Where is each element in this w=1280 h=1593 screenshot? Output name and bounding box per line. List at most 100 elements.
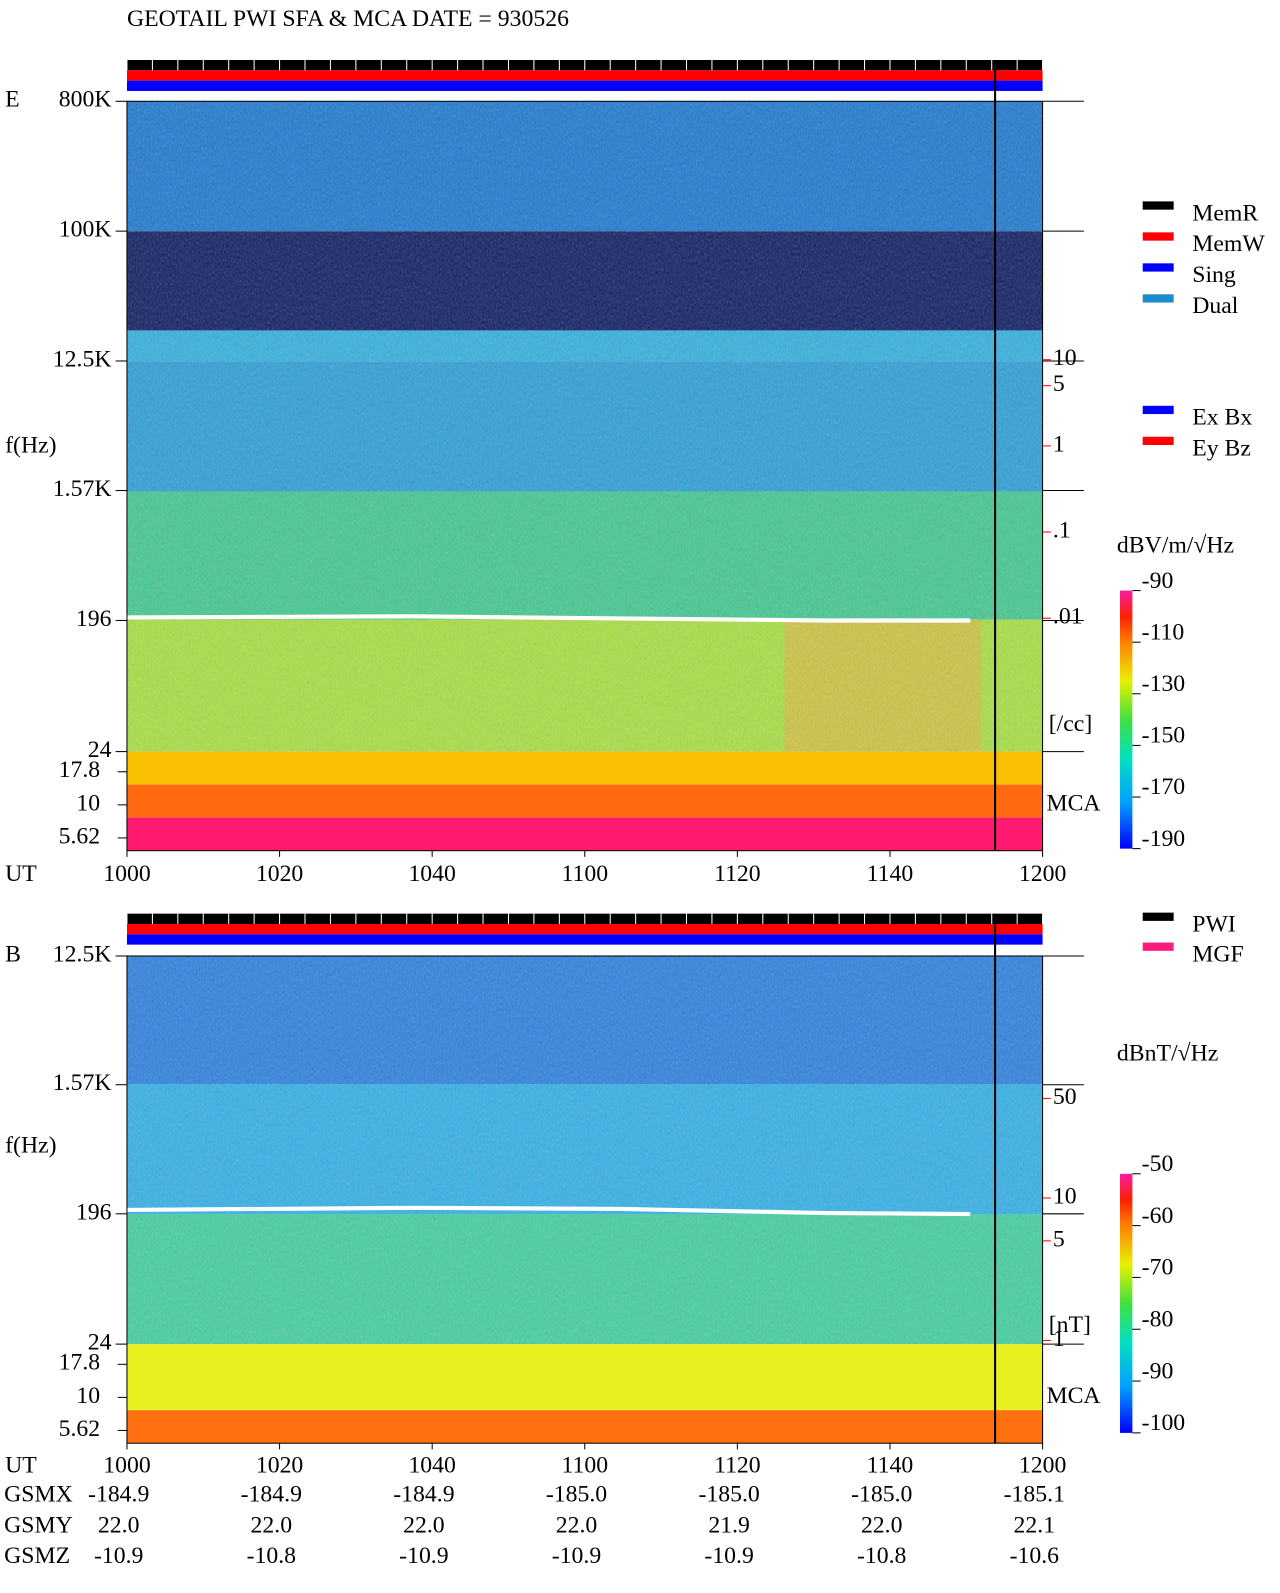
- y2-tick-label: .01: [1053, 604, 1083, 630]
- orbit-value: -10.8: [857, 1543, 906, 1569]
- x-tick-label: 1120: [714, 861, 761, 887]
- spectrogram-b: [126, 955, 1043, 1444]
- x-tick-label: 1200: [1019, 861, 1066, 887]
- y-axis-label: f(Hz): [5, 1132, 56, 1158]
- mca-tick-label: 5.62: [59, 823, 101, 849]
- status-bar: [126, 80, 1043, 91]
- legend-label: MemR: [1192, 200, 1258, 226]
- orbit-value: -185.0: [851, 1481, 912, 1507]
- colorbar-tick-label: -150: [1142, 723, 1186, 749]
- x-tick-label: 1020: [256, 1452, 303, 1478]
- orbit-value: 22.0: [556, 1512, 598, 1538]
- colorbar-tick-label: -50: [1142, 1151, 1174, 1177]
- y2-unit: [nT]: [1049, 1312, 1091, 1338]
- legend-label: PWI: [1192, 912, 1236, 938]
- mca-tick-label: 17.8: [59, 757, 101, 783]
- colorbar-tick-label: -130: [1142, 671, 1186, 697]
- colorbar: [1120, 590, 1133, 849]
- y-tick-label: 12.5K: [53, 941, 112, 967]
- orbit-row-label: GSMY: [4, 1512, 73, 1538]
- orbit-value: -185.0: [698, 1481, 759, 1507]
- y-tick-label: 24: [88, 1330, 112, 1356]
- y-tick-label: 1.57K: [53, 476, 112, 502]
- panel-label: E: [5, 87, 20, 113]
- legend-swatch: [1142, 263, 1174, 272]
- x-tick-label: 1200: [1019, 1452, 1066, 1478]
- spectrogram-e: [126, 101, 1043, 851]
- colorbar-tick-label: -190: [1142, 826, 1186, 852]
- legend-swatch: [1142, 405, 1174, 415]
- colorbar-tick-label: -90: [1142, 568, 1174, 594]
- legend-label: Dual: [1192, 293, 1239, 319]
- y-tick-label: 1.57K: [53, 1070, 112, 1096]
- x-tick-label: 1140: [867, 1452, 914, 1478]
- colorbar-tick-label: -80: [1142, 1306, 1174, 1332]
- orbit-value: -184.9: [88, 1481, 149, 1507]
- orbit-value: -10.8: [247, 1543, 296, 1569]
- legend-label: MemW: [1192, 231, 1265, 257]
- y-tick-label: 100K: [59, 217, 112, 243]
- x-tick-label: 1000: [103, 861, 150, 887]
- legend-swatch: [1142, 912, 1174, 921]
- mca-label: MCA: [1047, 1383, 1101, 1409]
- y-tick-label: 800K: [59, 87, 112, 113]
- legend-label: Sing: [1192, 262, 1236, 288]
- mca-tick-label: 17.8: [59, 1350, 101, 1376]
- mca-tick-label: 10: [76, 1383, 100, 1409]
- orbit-value: -10.9: [704, 1543, 753, 1569]
- x-axis-label: UT: [5, 861, 37, 887]
- orbit-value: -10.9: [552, 1543, 601, 1569]
- colorbar-tick-label: -60: [1142, 1203, 1174, 1229]
- orbit-value: -184.9: [393, 1481, 454, 1507]
- orbit-value: 22.0: [861, 1512, 903, 1538]
- orbit-value: -10.9: [94, 1543, 143, 1569]
- chart-title: GEOTAIL PWI SFA & MCA DATE = 930526: [127, 6, 569, 32]
- legend-label: Ex Bx: [1192, 405, 1252, 431]
- legend-swatch: [1142, 942, 1174, 951]
- x-tick-label: 1020: [256, 861, 303, 887]
- x-tick-label: 1120: [714, 1452, 761, 1478]
- y2-tick-label: 5: [1053, 371, 1065, 397]
- legend-swatch: [1142, 201, 1174, 210]
- colorbar-tick-label: -110: [1142, 619, 1185, 645]
- x-tick-label: 1040: [408, 861, 455, 887]
- y-tick-label: 12.5K: [53, 346, 112, 372]
- legend-label: Ey Bz: [1192, 436, 1251, 462]
- x-tick-label: 1000: [103, 1452, 150, 1478]
- y2-tick-label: 50: [1053, 1084, 1077, 1110]
- legend-swatch: [1142, 436, 1174, 446]
- panel-label: B: [5, 941, 21, 967]
- status-bar: [126, 70, 1043, 81]
- legend-label: MGF: [1192, 941, 1243, 967]
- x-tick-label: 1140: [867, 861, 914, 887]
- orbit-value: -185.1: [1004, 1481, 1065, 1507]
- y2-tick-label: .1: [1053, 517, 1071, 543]
- status-bar: [126, 923, 1043, 935]
- colorbar-label: dBV/m/√Hz: [1117, 533, 1234, 559]
- colorbar-tick-label: -90: [1142, 1358, 1174, 1384]
- orbit-value: 22.0: [98, 1512, 140, 1538]
- status-bar: [126, 934, 1043, 945]
- y2-tick-label: 10: [1053, 1183, 1077, 1209]
- colorbar-tick-label: -170: [1142, 774, 1186, 800]
- colorbar: [1120, 1173, 1133, 1433]
- x-tick-label: 1100: [561, 1452, 608, 1478]
- mca-label: MCA: [1047, 790, 1101, 816]
- x-tick-label: 1040: [408, 1452, 455, 1478]
- orbit-row-label: GSMZ: [4, 1543, 70, 1569]
- orbit-value: -10.9: [399, 1543, 448, 1569]
- y2-unit: [/cc]: [1049, 711, 1092, 737]
- colorbar-tick-label: -100: [1142, 1410, 1186, 1436]
- orbit-value: -185.0: [546, 1481, 607, 1507]
- orbit-value: 22.0: [251, 1512, 293, 1538]
- orbit-value: 22.0: [403, 1512, 445, 1538]
- x-tick-label: 1100: [561, 861, 608, 887]
- mca-tick-label: 5.62: [59, 1416, 101, 1442]
- y-tick-label: 24: [88, 737, 112, 763]
- colorbar-label: dBnT/√Hz: [1117, 1041, 1218, 1067]
- legend-swatch: [1142, 232, 1174, 241]
- orbit-value: -184.9: [241, 1481, 302, 1507]
- y-axis-label: f(Hz): [5, 433, 56, 459]
- y2-tick-label: 1: [1053, 431, 1065, 457]
